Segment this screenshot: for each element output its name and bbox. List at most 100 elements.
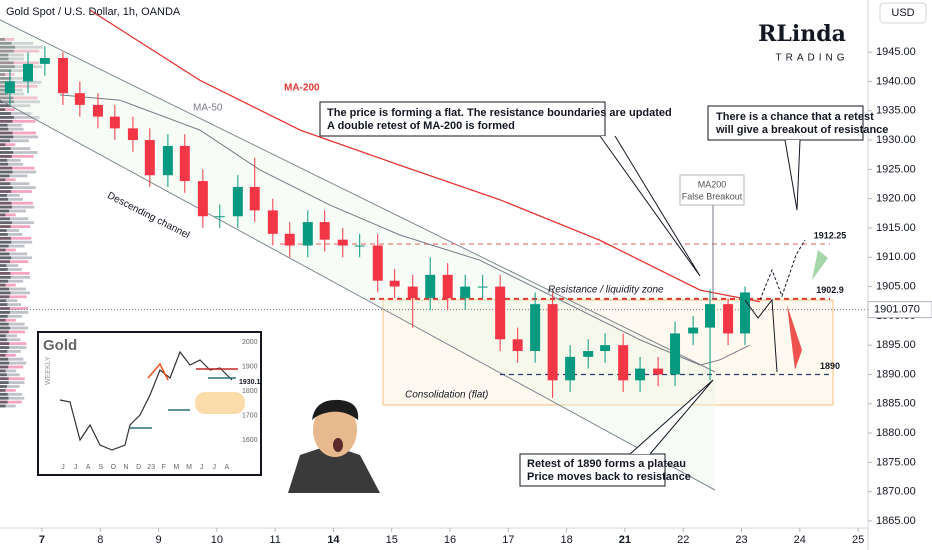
volume-profile <box>0 38 44 408</box>
profile-bar <box>0 49 14 53</box>
profile-bar <box>0 209 26 213</box>
profile-bar <box>0 186 13 189</box>
profile-bar <box>0 307 10 310</box>
profile-bar <box>0 162 24 166</box>
profile-bar <box>0 108 15 111</box>
profile-bar <box>0 166 35 170</box>
arrow-down <box>787 305 802 370</box>
y-tick-label: 1945.00 <box>876 46 916 58</box>
profile-bar <box>0 365 9 369</box>
candle-body <box>407 286 418 299</box>
candle-body <box>705 304 716 328</box>
inset-x-label: J <box>212 464 216 471</box>
inset-x-label: M <box>173 464 179 471</box>
candle-body <box>565 356 576 381</box>
y-tick-label: 1935.00 <box>876 105 916 117</box>
profile-bar <box>0 295 27 299</box>
zone-label: Resistance / liquidity zone <box>548 285 664 296</box>
profile-bar <box>0 61 40 65</box>
moving-average <box>89 9 761 303</box>
last-price-tag <box>867 301 932 319</box>
candle-body <box>92 104 103 117</box>
profile-bar <box>0 260 10 264</box>
currency-box <box>879 2 927 24</box>
profile-bar <box>0 38 5 41</box>
profile-bar <box>0 342 27 345</box>
profile-bar <box>0 77 33 80</box>
candle-body <box>653 368 664 375</box>
x-tick-label: 21 <box>619 534 631 546</box>
y-tick-label: 1880.00 <box>876 427 916 439</box>
profile-bar <box>0 127 24 131</box>
profile-bar <box>0 178 16 182</box>
profile-bar <box>0 213 16 217</box>
x-tick-label: 18 <box>560 534 572 546</box>
profile-bar <box>0 170 13 174</box>
profile-bar <box>0 295 10 299</box>
profile-bar <box>0 311 10 314</box>
profile-bar <box>0 135 39 139</box>
profile-bar <box>0 279 24 283</box>
profile-bar <box>0 108 6 111</box>
candle-body <box>618 345 629 381</box>
candle-body <box>442 274 453 299</box>
profile-bar <box>0 174 10 178</box>
candle-body <box>495 286 506 340</box>
profile-bar <box>0 361 27 365</box>
profile-bar <box>0 389 16 392</box>
profile-bar <box>0 96 14 100</box>
profile-bar <box>0 158 21 162</box>
profile-bar <box>0 236 11 240</box>
profile-bar <box>0 357 9 361</box>
profile-bar <box>0 350 21 353</box>
profile-bar <box>0 73 15 76</box>
y-tick-label: 1915.00 <box>876 222 916 234</box>
profile-bar <box>0 299 7 303</box>
candle-body <box>39 58 50 64</box>
inset-y-label: 1800 <box>242 388 258 395</box>
profile-bar <box>0 49 40 53</box>
candle-body <box>688 327 699 334</box>
profile-bar <box>0 119 36 123</box>
profile-bar <box>0 240 33 244</box>
candle-body <box>583 351 594 357</box>
x-tick-label: 15 <box>386 534 398 546</box>
profile-bar <box>0 268 8 271</box>
profile-bar <box>0 268 22 271</box>
x-tick-label: 14 <box>327 534 340 546</box>
moving-average <box>59 94 750 366</box>
inset-x-label: N <box>123 464 128 471</box>
y-tick-label: 1905.00 <box>876 280 916 292</box>
inset-x-label: 23 <box>147 464 155 471</box>
profile-bar <box>0 112 11 115</box>
profile-bar <box>0 326 10 330</box>
avatar <box>288 399 380 493</box>
profile-bar <box>0 334 6 338</box>
inset-y-label: 1700 <box>242 412 258 419</box>
profile-bar <box>0 353 6 357</box>
note-box <box>707 105 864 141</box>
profile-bar <box>0 104 11 108</box>
profile-bar <box>0 217 29 221</box>
candle-body <box>512 339 523 352</box>
candle-body <box>127 128 138 141</box>
candle-body <box>144 140 155 176</box>
candle-body <box>109 116 120 129</box>
profile-bar <box>0 100 15 104</box>
profile-bar <box>0 346 10 349</box>
profile-bar <box>0 104 31 108</box>
inset-x-label: M <box>186 464 192 471</box>
candle-body <box>57 58 68 94</box>
level-label: 1902.9 <box>816 285 844 295</box>
profile-bar <box>0 314 8 318</box>
inset-y-label: 2000 <box>242 339 258 346</box>
note-pointer <box>599 135 701 277</box>
profile-bar <box>0 396 9 400</box>
profile-bar <box>0 205 12 209</box>
profile-bar <box>0 307 29 310</box>
y-tick-label: 1895.00 <box>876 339 916 351</box>
profile-bar <box>0 53 9 57</box>
x-tick-label: 9 <box>155 534 161 546</box>
inset-x-label: F <box>162 464 166 471</box>
